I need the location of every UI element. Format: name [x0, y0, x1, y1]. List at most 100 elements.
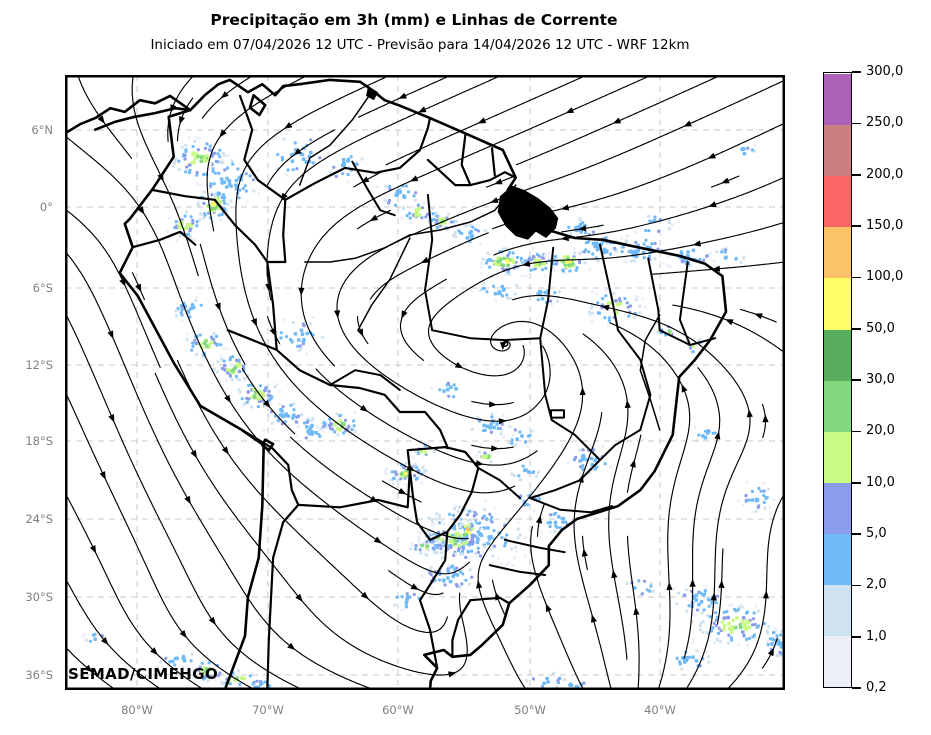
colorbar-tick-label: 0,2 — [866, 680, 887, 696]
matogrossosul-saopaulo — [477, 467, 521, 500]
colorbar-segment — [824, 635, 851, 687]
colorbar-tick-label: 200,0 — [866, 166, 904, 182]
ne-inner — [658, 329, 717, 346]
coastlines — [65, 78, 728, 690]
lat-tick-label: 12°S — [25, 358, 53, 372]
paraguay-outline — [406, 446, 480, 541]
streamline-arrows — [84, 91, 775, 678]
colorbar-tick — [852, 71, 861, 73]
map-frame — [65, 75, 785, 690]
country-borders — [131, 94, 517, 690]
ecuador-peru — [131, 230, 197, 249]
saofrancisco-river — [639, 314, 661, 431]
colorbar-segment — [824, 73, 851, 126]
colorbar-tick-label: 50,0 — [866, 320, 895, 336]
panama-south-coast — [93, 106, 192, 131]
roraima-amazonas — [351, 160, 396, 217]
para-tocantins — [539, 246, 555, 340]
longitude-axis: 80°W 70°W 60°W 50°W 40°W — [65, 700, 785, 720]
colorbar-tick-label: 2,0 — [866, 577, 887, 593]
colorbar-tick — [852, 430, 861, 433]
south-america-coast — [118, 78, 728, 690]
colorbar-segment — [824, 124, 851, 177]
colorbar-segment — [824, 329, 851, 381]
colorbar-segment — [824, 584, 851, 636]
figure-subtitle: Iniciado em 07/04/2026 12 UTC - Previsão… — [150, 37, 690, 53]
lon-tick-label: 60°W — [382, 703, 414, 717]
colombia-venezuela — [238, 94, 287, 201]
precipitation-field — [81, 134, 785, 690]
colorbar-tick — [852, 276, 861, 279]
lat-tick-label: 6°S — [32, 281, 53, 295]
venezuela-brazil-guyana — [284, 117, 432, 201]
colorbar-tick — [852, 687, 861, 689]
colorbar-tick-label: 250,0 — [866, 115, 904, 131]
maranhao-piaui — [599, 243, 619, 332]
colorbar-tick — [852, 379, 861, 381]
figure-title: Precipitação em 3h (mm) e Linhas de Corr… — [210, 11, 618, 29]
latitude-axis: 6°N 0° 6°S 12°S 18°S 24°S 30°S 36°S — [0, 75, 60, 690]
panama-north-coast — [65, 94, 192, 135]
bahia-minas — [599, 428, 642, 461]
bolivia-argentina-paraguay — [297, 468, 411, 509]
lat-tick-label: 30°S — [25, 590, 53, 604]
suriname-french-guiana — [490, 147, 496, 177]
uruguay-argentina — [451, 599, 472, 658]
saopaulo-parana — [529, 497, 614, 514]
colorbar-ticks: 300,0 250,0 200,0 150,0 100,0 50,0 30,0 20,0 10,… — [852, 64, 931, 695]
colombia-brazil — [266, 198, 287, 264]
brazil-bolivia — [275, 348, 450, 450]
peru-bolivia — [239, 428, 300, 506]
colorbar-tick — [852, 635, 861, 638]
lat-tick-label: 36°S — [25, 668, 53, 682]
peru-brazil — [266, 260, 278, 351]
colorbar-segment — [824, 226, 851, 279]
lake-titicaca — [261, 438, 275, 452]
lake-maracaibo — [248, 94, 267, 117]
colombia-peru — [213, 198, 269, 264]
colorbar-segment — [824, 380, 851, 432]
colorbar-segment — [824, 482, 851, 534]
santacatarina-riogrande — [488, 564, 547, 576]
colorbar — [823, 72, 852, 688]
streamline-precip-plot — [65, 75, 785, 690]
piaui-ceara — [647, 257, 661, 332]
state-borders — [329, 160, 717, 576]
amazon-river — [304, 184, 517, 263]
colombia-ecuador — [151, 188, 216, 201]
colorbar-tick — [852, 584, 861, 587]
lon-tick-label: 40°W — [644, 703, 676, 717]
guianas-brazil — [426, 158, 517, 187]
rondonia — [329, 369, 401, 391]
watermark-credit: SEMAD/CIMEHGO — [68, 665, 219, 683]
lon-tick-label: 50°W — [514, 703, 546, 717]
lat-tick-label: 0° — [39, 200, 53, 214]
colorbar-tick-label: 30,0 — [866, 372, 895, 388]
colorbar-tick-label: 150,0 — [866, 218, 904, 234]
lon-tick-label: 70°W — [252, 703, 284, 717]
colorbar-segment — [824, 431, 851, 483]
lat-tick-label: 18°S — [25, 434, 53, 448]
acre-border — [226, 329, 278, 351]
bahia-north — [617, 329, 652, 431]
lon-tick-label: 80°W — [121, 703, 153, 717]
para-matogrosso — [431, 329, 542, 342]
colorbar-segment — [824, 533, 851, 585]
colorbar-tick-label: 5,0 — [866, 526, 887, 542]
colorbar-tick — [852, 173, 861, 176]
colorbar-tick — [852, 122, 861, 125]
amazonas-para — [424, 193, 434, 332]
colorbar-tick — [852, 533, 861, 535]
colorbar-tick-label: 10,0 — [866, 474, 895, 490]
bolivia-chile — [272, 503, 300, 559]
colorbar-tick — [852, 327, 861, 330]
lat-tick-label: 24°S — [25, 512, 53, 526]
madeira-river — [357, 237, 411, 331]
colorbar-tick-label: 1,0 — [866, 628, 887, 644]
colorbar-segment — [824, 277, 851, 330]
colorbar-tick-label: 20,0 — [866, 423, 895, 439]
colorbar-tick-label: 300,0 — [866, 64, 904, 80]
graticule — [65, 75, 785, 690]
distrito-federal — [550, 409, 565, 419]
minas-saopaulo — [529, 459, 601, 500]
